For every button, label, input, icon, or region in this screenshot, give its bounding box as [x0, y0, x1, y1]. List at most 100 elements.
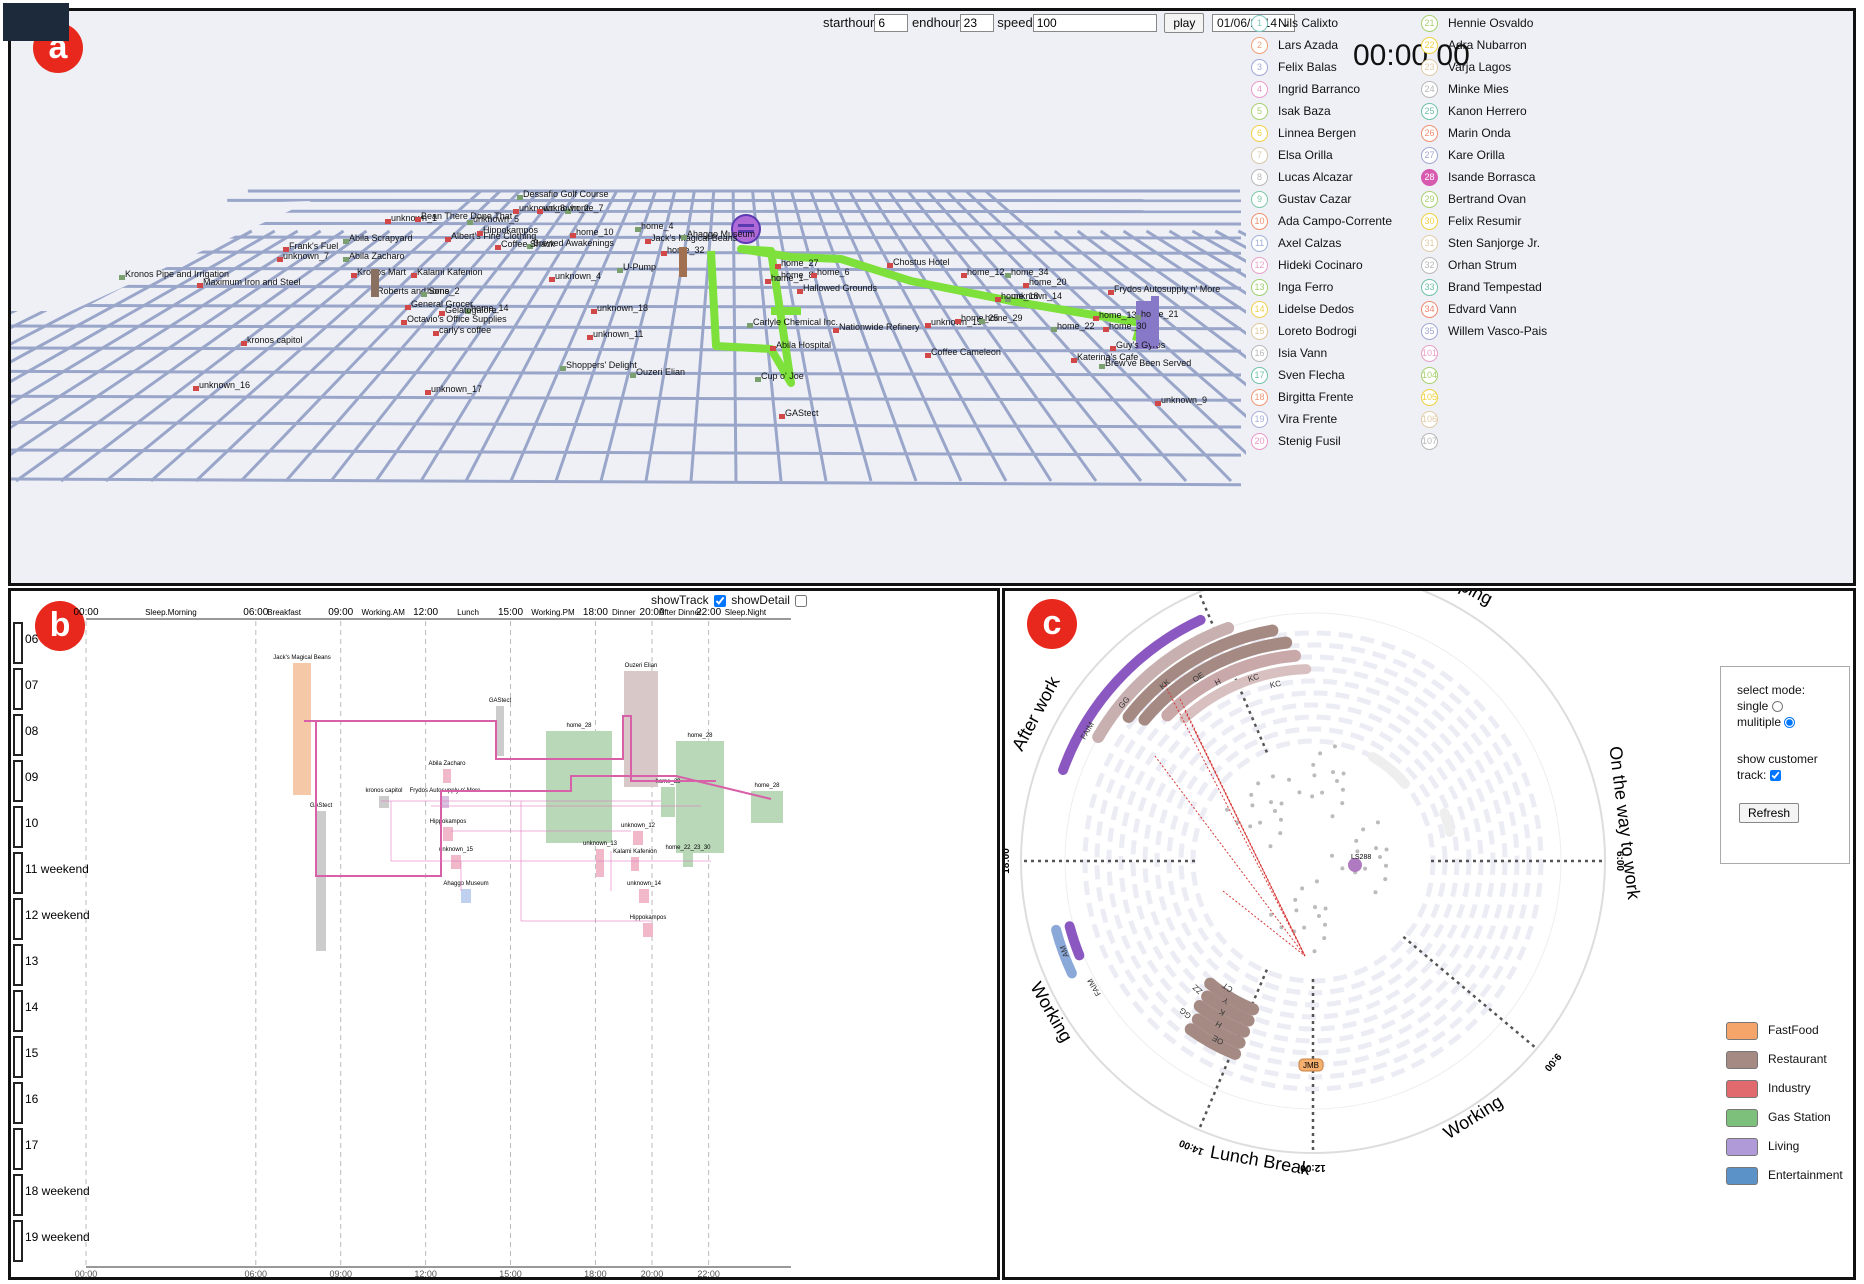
person-15[interactable]: 15 Loreto Bodrogi: [1251, 321, 1357, 341]
day-row-handle[interactable]: [13, 898, 23, 940]
person-18[interactable]: 18 Birgitta Frente: [1251, 387, 1353, 407]
person-5[interactable]: 5 Isak Baza: [1251, 101, 1331, 121]
location-marker[interactable]: [1155, 401, 1161, 406]
location-marker[interactable]: [439, 311, 445, 316]
stay-block[interactable]: [631, 857, 639, 871]
radial-activity-chart[interactable]: LS28822:006:009:0012:0014:0018:00Sleepin…: [1005, 591, 1853, 1277]
location-marker[interactable]: [755, 377, 761, 382]
location-marker[interactable]: [925, 323, 931, 328]
person-35[interactable]: 35 Willem Vasco-Pais: [1421, 321, 1547, 341]
visit-arc[interactable]: [1161, 649, 1302, 722]
person-26[interactable]: 26 Marin Onda: [1421, 123, 1511, 143]
location-marker[interactable]: [1005, 297, 1011, 302]
person-8[interactable]: 8 Lucas Alcazar: [1251, 167, 1353, 187]
person-106[interactable]: 106: [1421, 409, 1448, 429]
location-marker[interactable]: [979, 319, 985, 324]
location-marker[interactable]: [197, 283, 203, 288]
play-button[interactable]: play: [1164, 13, 1205, 33]
location-marker[interactable]: [925, 353, 931, 358]
location-marker[interactable]: [517, 195, 523, 200]
person-marker-icon[interactable]: [731, 214, 761, 244]
stay-block[interactable]: [624, 671, 658, 787]
visit-arc[interactable]: [1184, 1023, 1242, 1060]
location-marker[interactable]: [119, 275, 125, 280]
category-fastfood[interactable]: FastFood: [1726, 1022, 1819, 1040]
location-marker[interactable]: [591, 309, 597, 314]
location-marker[interactable]: [833, 328, 839, 333]
location-marker[interactable]: [343, 239, 349, 244]
person-12[interactable]: 12 Hideki Cocinaro: [1251, 255, 1363, 275]
refresh-button[interactable]: Refresh: [1739, 803, 1800, 823]
location-marker[interactable]: [565, 209, 571, 214]
category-industry[interactable]: Industry: [1726, 1080, 1811, 1098]
person-14[interactable]: 14 Lidelse Dedos: [1251, 299, 1354, 319]
location-marker[interactable]: [467, 220, 473, 225]
location-marker[interactable]: [779, 414, 785, 419]
person-22[interactable]: 22 Adra Nubarron: [1421, 35, 1527, 55]
location-marker[interactable]: [617, 268, 623, 273]
person-6[interactable]: 6 Linnea Bergen: [1251, 123, 1356, 143]
location-marker[interactable]: [495, 245, 501, 250]
person-33[interactable]: 33 Brand Tempestad: [1421, 277, 1542, 297]
location-marker[interactable]: [241, 341, 247, 346]
location-marker[interactable]: [549, 277, 555, 282]
person-32[interactable]: 32 Orhan Strum: [1421, 255, 1517, 275]
location-marker[interactable]: [477, 231, 483, 236]
location-marker[interactable]: [277, 257, 283, 262]
person-30[interactable]: 30 Felix Resumir: [1421, 211, 1521, 231]
visit-arc[interactable]: [1439, 808, 1455, 837]
person-9[interactable]: 9 Gustav Cazar: [1251, 189, 1351, 209]
person-3[interactable]: 3 Felix Balas: [1251, 57, 1337, 77]
location-marker[interactable]: [1051, 327, 1057, 332]
category-entertainment[interactable]: Entertainment: [1726, 1167, 1843, 1185]
visit-arc[interactable]: [1138, 636, 1293, 726]
day-row-handle[interactable]: [13, 806, 23, 848]
city-map[interactable]: Dessafio Golf Course Chostus Hotel unknown…: [11, 11, 1246, 581]
day-row-handle[interactable]: [13, 944, 23, 986]
location-marker[interactable]: [527, 244, 533, 249]
location-marker[interactable]: [401, 320, 407, 325]
location-marker[interactable]: [635, 227, 641, 232]
location-marker[interactable]: [445, 237, 451, 242]
location-marker[interactable]: [385, 219, 391, 224]
location-marker[interactable]: [1110, 346, 1116, 351]
person-19[interactable]: 19 Vira Frente: [1251, 409, 1337, 429]
location-marker[interactable]: [421, 292, 427, 297]
stay-block[interactable]: [633, 831, 643, 845]
location-marker[interactable]: [645, 239, 651, 244]
location-marker[interactable]: [775, 264, 781, 269]
stay-block[interactable]: [451, 855, 461, 869]
stay-block[interactable]: [293, 663, 311, 795]
visit-arc[interactable]: [1058, 614, 1206, 776]
visit-arc[interactable]: [1064, 921, 1085, 961]
single-radio[interactable]: [1771, 701, 1783, 713]
location-marker[interactable]: [1093, 316, 1099, 321]
person-1[interactable]: 1 Nils Calixto: [1251, 13, 1338, 33]
show-customer-track-checkbox[interactable]: [1769, 770, 1781, 782]
location-marker[interactable]: [765, 279, 771, 284]
stay-block[interactable]: [461, 889, 471, 903]
location-marker[interactable]: [415, 217, 421, 222]
location-marker[interactable]: [661, 251, 667, 256]
stay-block[interactable]: [661, 787, 675, 817]
person-16[interactable]: 16 Isia Vann: [1251, 343, 1327, 363]
location-marker[interactable]: [560, 366, 566, 371]
day-row-handle[interactable]: [13, 1082, 23, 1124]
day-row-handle[interactable]: [13, 1174, 23, 1216]
visit-arc[interactable]: [1092, 621, 1235, 743]
show-track-checkbox[interactable]: [713, 594, 726, 607]
category-gas-station[interactable]: Gas Station: [1726, 1109, 1831, 1127]
visit-arc[interactable]: [1191, 1013, 1246, 1049]
location-marker[interactable]: [405, 305, 411, 310]
person-11[interactable]: 11 Axel Calzas: [1251, 233, 1341, 253]
visit-arc[interactable]: [1122, 624, 1279, 723]
person-23[interactable]: 23 Varja Lagos: [1421, 57, 1511, 77]
person-104[interactable]: 104: [1421, 365, 1448, 385]
location-marker[interactable]: [570, 233, 576, 238]
stay-block[interactable]: [496, 706, 504, 756]
visit-arc[interactable]: [1193, 999, 1251, 1038]
day-row-handle[interactable]: [13, 668, 23, 710]
location-marker[interactable]: [887, 263, 893, 268]
location-marker[interactable]: [1005, 273, 1011, 278]
person-13[interactable]: 13 Inga Ferro: [1251, 277, 1333, 297]
